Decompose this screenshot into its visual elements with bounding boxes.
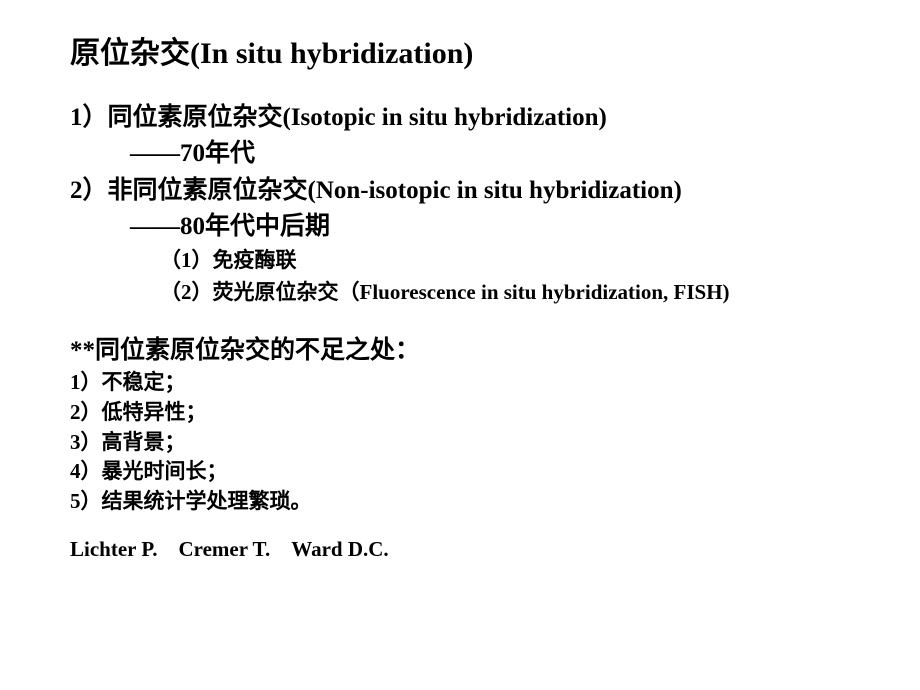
item-2: 2）非同位素原位杂交(Non-isotopic in situ hybridiz… — [70, 173, 850, 246]
slide-title: 原位杂交(In situ hybridization) — [70, 28, 850, 72]
drawback-2: 2）低特异性； — [70, 398, 850, 428]
author-names: Lichter P. Cremer T. Ward D.C. — [70, 537, 850, 562]
item-2-line1: 2）非同位素原位杂交(Non-isotopic in situ hybridiz… — [70, 173, 850, 209]
drawbacks-header: **同位素原位杂交的不足之处： — [70, 330, 850, 366]
item-1: 1）同位素原位杂交(Isotopic in situ hybridization… — [70, 100, 850, 173]
drawback-5: 5）结果统计学处理繁琐。 — [70, 487, 850, 517]
item-2-line2: ——80年代中后期 — [70, 209, 850, 245]
drawback-1: 1）不稳定； — [70, 368, 850, 398]
drawback-4: 4）暴光时间长； — [70, 457, 850, 487]
drawback-3: 3）高背景； — [70, 428, 850, 458]
item-1-line1: 1）同位素原位杂交(Isotopic in situ hybridization… — [70, 100, 850, 136]
item-1-line2: ——70年代 — [70, 136, 850, 172]
item-2-sub1: （1）免疫酶联 — [70, 245, 850, 277]
item-2-sub2: （2）荧光原位杂交（Fluorescence in situ hybridiza… — [70, 277, 850, 309]
